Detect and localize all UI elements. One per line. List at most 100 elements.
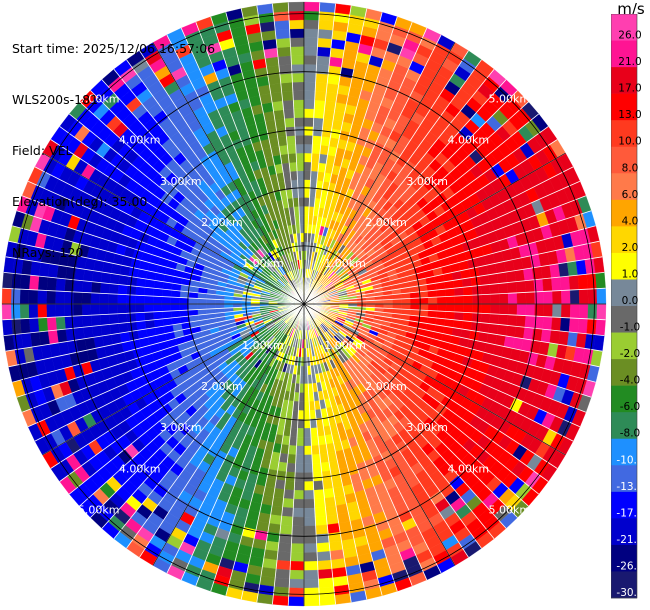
velocity-gate (428, 303, 438, 312)
velocity-gate (326, 83, 339, 94)
velocity-gate (593, 256, 605, 274)
velocity-gate (37, 275, 48, 291)
velocity-gate (303, 428, 312, 438)
velocity-gate (303, 135, 313, 145)
velocity-gate (46, 276, 57, 292)
colorbar-tick-label: 1.0 (622, 269, 639, 281)
velocity-gate (297, 188, 305, 198)
velocity-sectors (1, 1, 607, 607)
velocity-gate (273, 11, 290, 22)
velocity-gate (516, 292, 527, 305)
velocity-gate (523, 267, 534, 281)
velocity-gate (313, 117, 324, 128)
velocity-gate (272, 2, 289, 13)
velocity-gate (275, 560, 291, 571)
velocity-gate (99, 314, 110, 326)
velocity-gate (197, 298, 207, 305)
velocity-gate (569, 289, 580, 305)
ray-separator (303, 16, 398, 305)
velocity-gate (290, 55, 305, 65)
velocity-gate (28, 317, 40, 333)
ray-separator (303, 69, 495, 305)
velocity-gate (91, 325, 103, 338)
ring-label: 5.00km (489, 93, 531, 106)
colorbar-tick-label: 8.0 (622, 162, 639, 174)
velocity-gate (135, 286, 146, 296)
ring-label: 1.00km (242, 257, 284, 270)
ray-separator (303, 27, 428, 305)
colorbar: 26.0 21.0 17.0 13.0 10.0 8.0 6.0 4.0 2.0 1.0 0.0 -1… (611, 14, 644, 599)
velocity-gate (291, 72, 305, 83)
ray-separator (303, 113, 539, 305)
velocity-gate (543, 303, 553, 318)
velocity-gate (498, 314, 509, 326)
velocity-gate (454, 287, 464, 297)
velocity-gate (81, 292, 92, 305)
velocity-gate (323, 488, 335, 499)
ray-separator (303, 240, 600, 305)
velocity-gate (334, 3, 352, 15)
velocity-gate (323, 109, 335, 120)
ray-separator (303, 303, 592, 398)
velocity-gate (82, 280, 93, 293)
velocity-gate (303, 525, 317, 536)
velocity-gate (303, 99, 315, 110)
velocity-gate (108, 313, 119, 325)
velocity-gate (3, 334, 15, 352)
velocity-gate (560, 317, 571, 333)
velocity-gate (280, 515, 293, 526)
velocity-gate (282, 498, 294, 509)
velocity-gate (577, 274, 588, 290)
velocity-gate (19, 288, 30, 305)
colorbar-tick-label: -26.0 (616, 561, 643, 573)
velocity-gate (296, 436, 305, 447)
velocity-gate (314, 90, 327, 101)
velocity-gate (498, 303, 509, 315)
velocity-gate (551, 316, 562, 332)
velocity-gate (303, 543, 318, 553)
velocity-gate (294, 472, 305, 482)
velocity-gate (292, 90, 305, 101)
ring-label: 4.00km (119, 462, 161, 475)
ring-label: 4.00km (448, 462, 490, 475)
ray-separator (303, 180, 581, 305)
ray-separator (303, 2, 321, 305)
velocity-gate (318, 577, 334, 588)
velocity-gate (293, 498, 305, 509)
velocity-gate (276, 551, 292, 562)
velocity-gate (314, 507, 327, 518)
velocity-gate (315, 73, 329, 84)
velocity-gate (303, 463, 313, 473)
velocity-gate (267, 523, 281, 534)
velocity-gate (90, 281, 101, 294)
velocity-gate (471, 285, 482, 296)
velocity-gate (279, 524, 293, 535)
velocity-gate (303, 587, 320, 598)
velocity-gate (275, 28, 291, 40)
velocity-gate (312, 135, 322, 146)
velocity-gate (463, 303, 473, 313)
velocity-gate (289, 28, 305, 39)
velocity-gate (303, 516, 316, 527)
velocity-gate (303, 152, 313, 163)
velocity-gate (311, 153, 320, 163)
velocity-gate (269, 514, 282, 525)
velocity-gate (267, 74, 281, 85)
velocity-gate (298, 401, 305, 411)
ray-separator (303, 101, 529, 305)
velocity-gate (311, 454, 321, 464)
velocity-gate (287, 454, 297, 464)
velocity-gate (313, 108, 325, 119)
ray-separator (303, 126, 549, 305)
velocity-gate (83, 326, 94, 339)
velocity-gate (303, 19, 320, 30)
velocity-gate (298, 197, 305, 207)
colorbar-tick-label: -8.0 (620, 428, 641, 440)
plot-info-block: Start time: 2025/12/06 16:57:06 WLS200s-… (12, 6, 215, 278)
velocity-gate (311, 445, 320, 455)
velocity-gate (82, 315, 93, 328)
velocity-gate (480, 313, 491, 324)
velocity-gate (135, 303, 145, 313)
velocity-gate (288, 10, 305, 21)
velocity-gate (293, 99, 305, 110)
